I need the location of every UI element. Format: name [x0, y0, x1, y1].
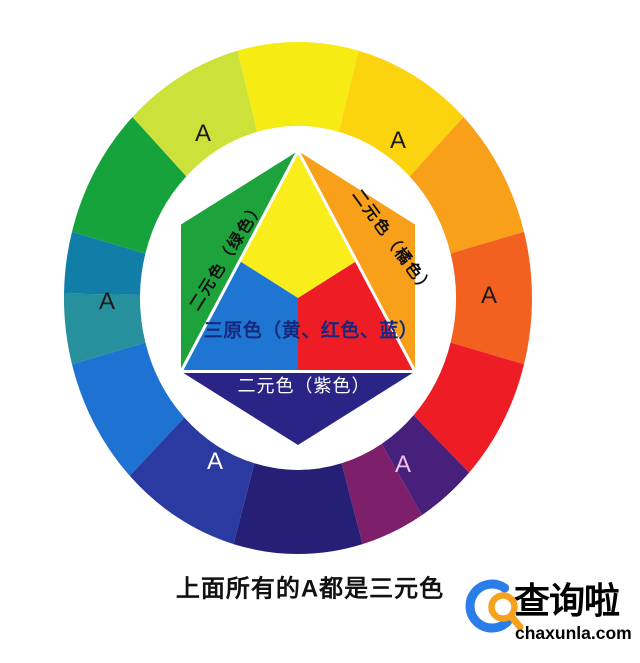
- ring-segment-yellow-gold: [338, 50, 464, 177]
- tertiary-mark-a: A: [194, 120, 212, 147]
- tertiary-mark-a: A: [480, 282, 498, 309]
- inner-shapes: [178, 147, 418, 445]
- ring-segment-royal-blue: [129, 417, 255, 545]
- ring-segment-navy-blue: [233, 463, 363, 555]
- primary-red-quad: [298, 261, 415, 372]
- ring-segment-dark-violet: [381, 415, 470, 516]
- ring-segment-red-orange: [450, 231, 532, 365]
- ring-segment-teal-light: [63, 293, 146, 365]
- primary-blue-quad: [181, 261, 298, 372]
- secondary-purple-triangle: [181, 371, 415, 445]
- tertiary-mark-a: A: [98, 288, 116, 315]
- figure-caption: 上面所有的A都是三元色: [175, 575, 445, 603]
- site-logo-title: 查询啦: [514, 581, 620, 621]
- ring-segment-orange: [409, 117, 524, 254]
- primary-yellow-quad: [239, 151, 357, 298]
- ring-segment-bright-blue: [72, 342, 185, 476]
- site-logo: 查询啦 chaxunla.com: [462, 575, 640, 655]
- ring-segment-red: [413, 342, 524, 473]
- ring-segment-yellow: [237, 41, 359, 132]
- ring-segment-teal-dark: [64, 231, 146, 295]
- site-logo-domain: chaxunla.com: [515, 623, 632, 643]
- magnifier-logo-icon: [465, 579, 524, 633]
- primary-triangle-outline: [178, 147, 418, 373]
- secondary-purple-label: 二元色（紫色）: [237, 376, 371, 396]
- ring-segment-green: [72, 117, 187, 254]
- outer-ring: [63, 41, 532, 555]
- tertiary-mark-a: A: [206, 448, 224, 475]
- tertiary-mark-a: A: [389, 127, 407, 154]
- ring-segment-magenta-purple: [341, 443, 422, 545]
- ring-segment-yellow-green: [132, 50, 258, 177]
- primary-colors-label: 三原色（黄、红色、蓝）: [203, 320, 419, 342]
- tertiary-mark-a: A: [394, 451, 412, 478]
